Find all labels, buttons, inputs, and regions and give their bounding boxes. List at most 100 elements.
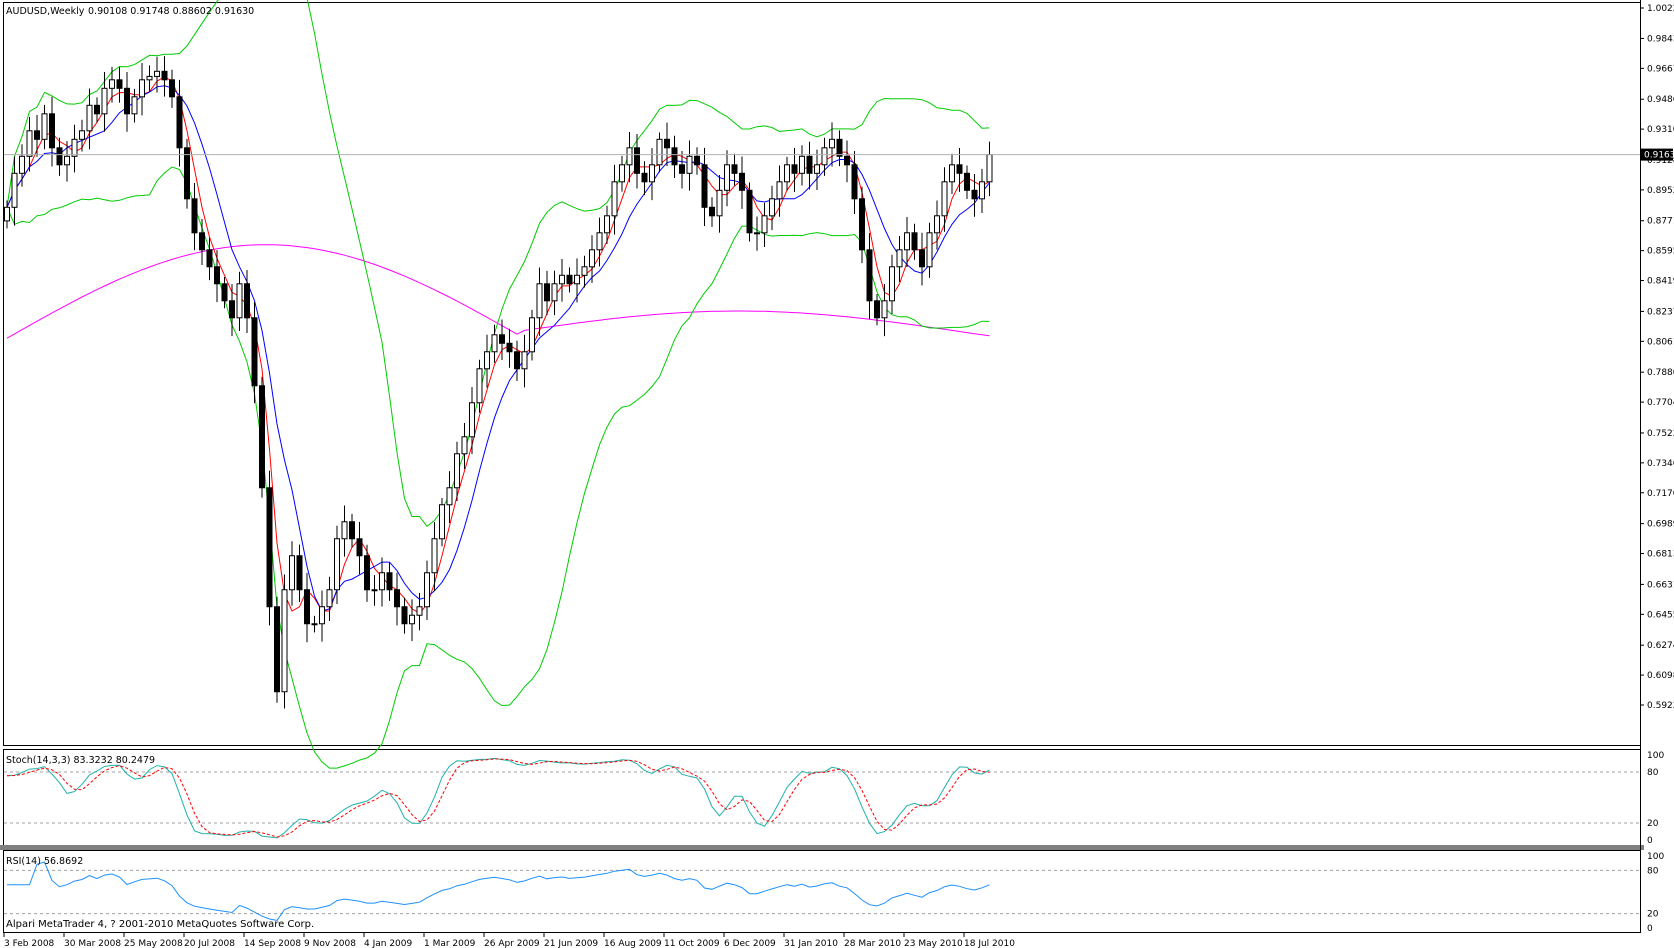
candlestick bbox=[236, 271, 243, 332]
candle-body bbox=[986, 154, 993, 183]
candle-body bbox=[101, 87, 108, 115]
candle-body bbox=[611, 181, 618, 217]
candle-body bbox=[431, 538, 438, 574]
candle-body bbox=[874, 300, 880, 319]
candle-body bbox=[409, 614, 415, 625]
candle-body bbox=[64, 155, 70, 166]
candlestick bbox=[514, 340, 520, 381]
candlestick bbox=[799, 145, 805, 186]
candle-body bbox=[491, 334, 498, 353]
candle-body bbox=[454, 453, 460, 489]
candlestick bbox=[551, 270, 558, 316]
x-tick-label: 1 Mar 2009 bbox=[424, 939, 476, 948]
x-tick-label: 9 Nov 2008 bbox=[304, 939, 356, 948]
x-tick-label: 30 Mar 2008 bbox=[64, 939, 121, 948]
candlestick bbox=[821, 137, 828, 176]
candle-body bbox=[476, 368, 483, 404]
candle-body bbox=[911, 232, 918, 251]
candlestick bbox=[334, 525, 340, 605]
candle-body bbox=[79, 130, 85, 140]
candlestick bbox=[161, 56, 168, 97]
candlestick bbox=[349, 513, 355, 548]
candlestick bbox=[379, 557, 385, 607]
candle-body bbox=[169, 79, 175, 98]
candle-body bbox=[859, 198, 865, 251]
candle-body bbox=[146, 75, 153, 81]
candle-body bbox=[484, 351, 490, 370]
y-tick-label: 0.87710 bbox=[1647, 217, 1674, 227]
candle-body bbox=[206, 249, 213, 268]
candle-body bbox=[41, 113, 48, 140]
candle-body bbox=[401, 606, 408, 625]
candlestick bbox=[611, 164, 618, 235]
candle-body bbox=[386, 572, 393, 591]
candle-body bbox=[799, 155, 805, 174]
candle-body bbox=[26, 130, 33, 157]
y-tick-label: 0.75225 bbox=[1647, 429, 1674, 439]
stochastic-signal-line bbox=[6, 758, 990, 838]
candlestick bbox=[431, 522, 438, 592]
candle-body bbox=[394, 589, 400, 608]
current-price-tag: 0.91630 bbox=[1641, 148, 1674, 161]
candlestick bbox=[139, 62, 145, 116]
candlestick bbox=[686, 140, 693, 191]
candlestick bbox=[394, 572, 400, 626]
candle-body bbox=[761, 215, 768, 234]
candle-body bbox=[589, 249, 595, 268]
candlestick bbox=[806, 141, 813, 190]
candlestick bbox=[529, 309, 535, 361]
candle-body bbox=[259, 385, 265, 489]
candlestick bbox=[559, 259, 565, 302]
candle-body bbox=[664, 138, 670, 149]
candle-body bbox=[709, 206, 715, 217]
candlestick bbox=[499, 319, 505, 361]
candle-body bbox=[281, 589, 288, 693]
candlestick bbox=[56, 137, 63, 176]
candle-body bbox=[161, 70, 168, 81]
y-tick-label: 0.84190 bbox=[1647, 277, 1674, 287]
y-tick-label: 0.91285 bbox=[1647, 156, 1674, 166]
x-tick-label: 23 May 2010 bbox=[904, 939, 963, 948]
candle-body bbox=[514, 351, 520, 370]
x-tick-label: 16 Aug 2009 bbox=[604, 939, 662, 948]
candlestick bbox=[154, 56, 160, 93]
candle-body bbox=[109, 79, 115, 89]
y-tick-label: 0.69890 bbox=[1647, 520, 1674, 530]
stoch-label: Stoch(14,3,3) 83.3232 80.2479 bbox=[6, 755, 155, 766]
candle-body bbox=[521, 351, 528, 370]
candlestick bbox=[949, 153, 955, 195]
candle-body bbox=[544, 283, 550, 302]
candlestick bbox=[26, 116, 33, 172]
candle-body bbox=[776, 181, 783, 200]
candle-body bbox=[214, 266, 220, 285]
y-tick-label: 0.73465 bbox=[1647, 459, 1674, 469]
candlestick bbox=[619, 155, 625, 192]
candle-body bbox=[371, 589, 378, 592]
candlestick bbox=[326, 576, 333, 622]
candle-body bbox=[746, 189, 753, 234]
candlestick bbox=[724, 150, 730, 207]
candle-body bbox=[956, 164, 963, 174]
candle-body bbox=[439, 504, 445, 540]
x-tick-label: 14 Sep 2008 bbox=[244, 939, 301, 948]
candlestick bbox=[679, 150, 685, 189]
candle-body bbox=[499, 334, 505, 344]
candlestick bbox=[941, 167, 948, 232]
candle-body bbox=[469, 402, 475, 438]
candlestick bbox=[484, 334, 490, 388]
candlestick bbox=[911, 223, 918, 260]
candle-body bbox=[289, 555, 295, 591]
candlestick bbox=[206, 237, 213, 281]
candlestick bbox=[289, 541, 295, 606]
candle-body bbox=[581, 266, 588, 276]
candle-body bbox=[131, 96, 138, 115]
bollinger-upper-band bbox=[6, 0, 990, 528]
candlestick bbox=[409, 599, 415, 642]
candle-body bbox=[221, 283, 228, 302]
candle-body bbox=[274, 606, 280, 693]
stochastic-panel bbox=[3, 749, 1641, 846]
candlestick bbox=[506, 328, 513, 368]
candle-body bbox=[784, 164, 790, 183]
candlestick bbox=[716, 175, 723, 233]
candlestick bbox=[896, 235, 903, 283]
